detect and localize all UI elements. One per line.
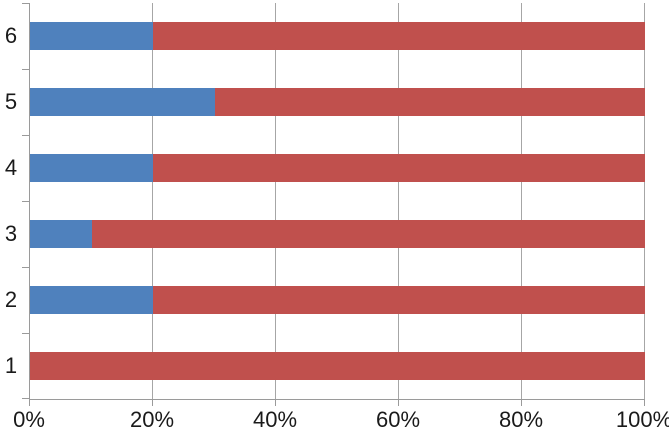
bar-segment-series2 — [153, 22, 645, 50]
x-tick-label: 40% — [252, 407, 298, 432]
x-tick-label: 60% — [375, 407, 421, 432]
bar-row — [30, 22, 645, 50]
category-label: 6 — [4, 23, 18, 48]
gridline — [275, 3, 276, 399]
bar-segment-series2 — [91, 220, 645, 248]
x-tick — [275, 399, 276, 406]
bar-row — [30, 286, 645, 314]
y-tick — [22, 3, 30, 4]
x-tick — [398, 399, 399, 406]
y-tick — [22, 333, 30, 334]
y-tick — [22, 69, 30, 70]
category-label: 4 — [4, 155, 18, 180]
y-tick — [22, 201, 30, 202]
bar-segment-series2 — [153, 286, 645, 314]
category-label: 1 — [4, 353, 18, 378]
bar-row — [30, 352, 645, 380]
y-tick — [22, 135, 30, 136]
category-label: 5 — [4, 89, 18, 114]
bar-segment-series1 — [30, 88, 215, 116]
bar-row — [30, 154, 645, 182]
value-axis-labels: 0% 20% 40% 60% 80% 100% — [13, 407, 669, 435]
x-tick — [152, 399, 153, 406]
gridline — [521, 3, 522, 399]
y-tick — [22, 267, 30, 268]
bar-segment-series1 — [30, 22, 153, 50]
x-tick-label: 20% — [129, 407, 175, 432]
x-tick-label: 80% — [498, 407, 544, 432]
bar-segment-series2 — [214, 88, 645, 116]
bar-segment-series2 — [30, 352, 645, 380]
bar-segment-series1 — [30, 220, 92, 248]
gridline — [644, 3, 645, 399]
x-tick — [521, 399, 522, 406]
category-label: 2 — [4, 287, 18, 312]
y-tick — [22, 398, 30, 399]
gridline — [398, 3, 399, 399]
x-tick-label: 0% — [13, 407, 45, 432]
bar-segment-series1 — [30, 154, 153, 182]
bar-row — [30, 220, 645, 248]
bar-row — [30, 88, 645, 116]
category-axis-labels: 6 5 4 3 2 1 — [0, 3, 22, 399]
bar-segment-series2 — [153, 154, 645, 182]
category-label: 3 — [4, 221, 18, 246]
gridline — [152, 3, 153, 399]
x-tick-label: 100% — [615, 407, 669, 432]
plot-area — [22, 3, 645, 406]
x-tick — [644, 399, 645, 406]
bar-segment-series1 — [30, 286, 153, 314]
x-tick — [29, 399, 30, 406]
